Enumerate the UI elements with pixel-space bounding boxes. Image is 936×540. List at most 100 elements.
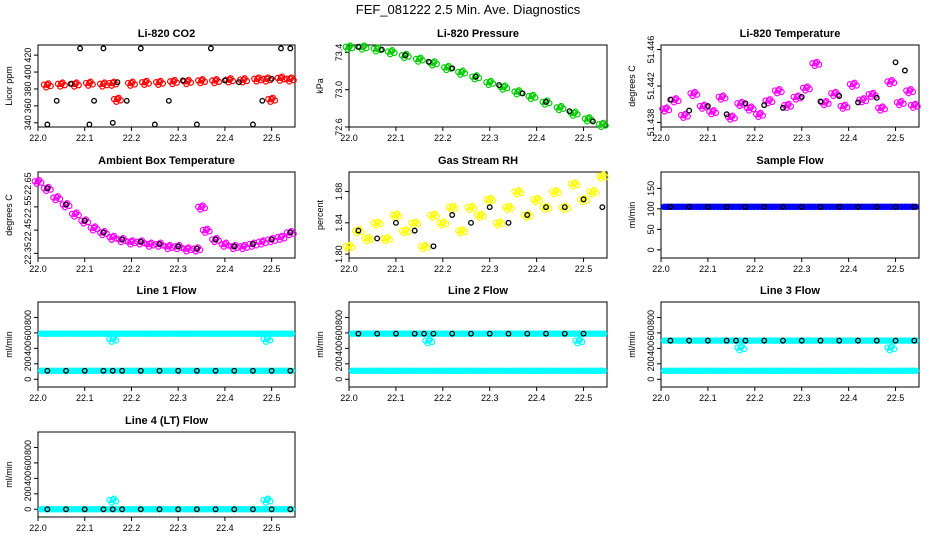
x-tick-label: 22.2	[434, 393, 452, 403]
data-point	[37, 330, 45, 337]
data-point	[729, 367, 736, 374]
y-tick-label: 200	[23, 356, 33, 371]
data-point	[37, 367, 45, 374]
data-point	[675, 367, 682, 374]
y-tick-label: 51.446	[646, 36, 656, 64]
data-point	[804, 203, 812, 211]
x-tick-label: 22.1	[76, 133, 94, 143]
x-tick-label: 22.2	[123, 133, 141, 143]
data-point	[505, 219, 512, 226]
data-point	[678, 367, 686, 374]
data-point	[478, 330, 485, 337]
data-point	[550, 330, 557, 337]
data-point	[411, 330, 418, 337]
data-point	[163, 330, 170, 337]
data-point	[285, 367, 292, 374]
data-point	[47, 82, 54, 90]
data-point	[855, 203, 861, 210]
y-tick-label: 800	[23, 440, 33, 455]
y-tick-label: 51.442	[646, 72, 656, 100]
data-point	[830, 337, 837, 344]
data-point	[196, 246, 204, 254]
data-point	[201, 78, 209, 86]
data-point	[696, 203, 704, 211]
data-point	[532, 94, 539, 101]
y-tick-label: 200	[23, 486, 33, 501]
data-point	[700, 367, 707, 374]
data-point	[100, 45, 107, 52]
data-point	[148, 506, 156, 513]
data-point	[768, 203, 776, 211]
data-point	[722, 95, 729, 102]
data-point	[402, 367, 410, 374]
data-point	[732, 367, 740, 374]
data-point	[725, 203, 733, 211]
data-point	[452, 205, 459, 212]
x-tick-label: 22.5	[263, 393, 281, 403]
data-point	[442, 220, 450, 228]
chart-box_temp: Ambient Box Temperature 22.0 22.1 22.2 22.3 2…	[4, 155, 297, 274]
plot-frame	[660, 44, 920, 128]
data-point	[453, 330, 460, 337]
x-tick-label: 22.5	[887, 393, 905, 403]
data-point	[686, 203, 693, 210]
data-point	[464, 367, 471, 374]
data-point	[159, 506, 167, 513]
data-point	[87, 330, 95, 337]
data-point	[804, 337, 812, 344]
data-point	[113, 506, 120, 513]
x-tick-label: 22.0	[29, 133, 47, 143]
data-point	[689, 367, 697, 374]
data-point	[456, 367, 464, 374]
data-point	[909, 337, 916, 344]
data-point	[750, 367, 758, 374]
y-tick-label: 22.65	[23, 172, 33, 195]
data-point	[894, 203, 902, 211]
data-point	[747, 367, 754, 374]
data-point	[66, 330, 73, 337]
data-point	[91, 97, 98, 104]
chart-title: Ambient Box Temperature	[98, 155, 235, 167]
data-point	[597, 330, 604, 337]
data-point	[433, 60, 440, 68]
data-point	[725, 337, 733, 344]
y-axis-label: Licor ppm	[4, 66, 14, 106]
data-point	[718, 367, 725, 374]
data-point	[467, 367, 474, 374]
data-point	[224, 330, 231, 337]
data-point	[134, 506, 142, 513]
data-point	[227, 367, 235, 374]
series-dips	[734, 343, 898, 354]
data-point	[366, 367, 374, 374]
data-point	[84, 330, 91, 337]
data-point	[557, 330, 565, 337]
data-point	[235, 330, 242, 337]
data-point	[525, 367, 532, 374]
data-point	[392, 330, 399, 337]
data-point	[790, 337, 797, 344]
data-point	[780, 203, 786, 210]
data-point	[514, 367, 521, 374]
data-point	[175, 243, 182, 250]
data-point	[819, 203, 826, 211]
data-point	[599, 204, 606, 211]
page-title: FEF_081222 2.5 Min. Ave. Diagnostics	[355, 2, 581, 17]
data-point	[471, 330, 478, 337]
x-tick-label: 22.2	[434, 264, 452, 274]
x-tick-label: 22.2	[123, 523, 141, 533]
data-point	[249, 330, 256, 337]
data-point	[377, 330, 384, 337]
data-point	[543, 204, 549, 211]
data-point	[869, 203, 877, 211]
data-point	[754, 337, 761, 344]
data-point	[848, 337, 855, 344]
data-point	[543, 330, 549, 337]
data-point	[460, 330, 467, 337]
data-point	[148, 330, 156, 337]
data-point	[249, 121, 256, 128]
data-point	[729, 337, 736, 344]
data-point	[866, 203, 873, 211]
chart-sample_flow: Sample Flow 22.0 22.1 22.2 22.3 22.4 22.5 0 50 10…	[627, 155, 920, 274]
data-point	[356, 367, 363, 374]
data-point	[159, 80, 166, 87]
